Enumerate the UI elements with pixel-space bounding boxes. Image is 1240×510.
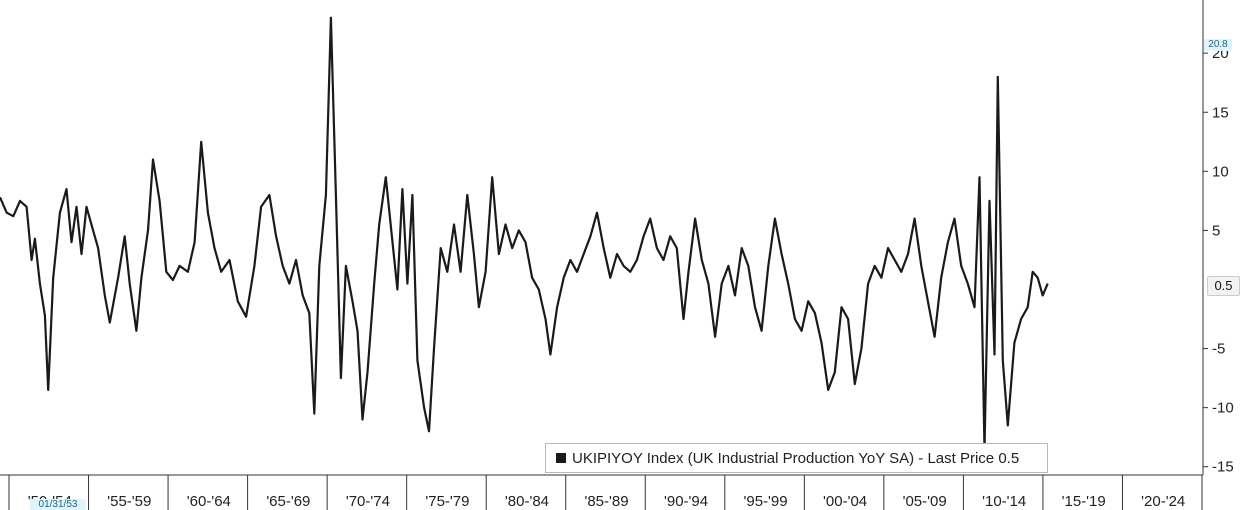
x-tick-label: '90-'94	[664, 493, 708, 510]
x-tick-label: '75-'79	[425, 493, 469, 510]
series-line	[0, 16, 1049, 451]
x-tick-label: '15-'19	[1062, 493, 1106, 510]
legend-label: UKIPIYOY Index (UK Industrial Production…	[572, 449, 1020, 467]
x-tick-label: '00-'04	[823, 493, 867, 510]
y-tick-label: -5	[1212, 341, 1225, 358]
y-tick-label: -10	[1212, 400, 1234, 417]
legend-swatch-icon	[556, 453, 566, 463]
x-tick-label: '65-'69	[266, 493, 310, 510]
y-tick-label: 15	[1212, 104, 1229, 121]
x-tick-label: '60-'64	[187, 493, 231, 510]
y-tick-label: 5	[1212, 222, 1220, 239]
plot-area	[0, 16, 1049, 451]
axes	[0, 0, 1204, 476]
x-tick-label: '80-'84	[505, 493, 549, 510]
y-tick-label: -15	[1212, 459, 1234, 476]
last-price-badge: 0.5	[1207, 276, 1240, 296]
x-tick-label: '85-'89	[584, 493, 628, 510]
start-date-badge: 01/31/53	[30, 499, 86, 510]
x-tick-label: '05-'09	[903, 493, 947, 510]
x-tick-label: '70-'74	[346, 493, 390, 510]
legend: UKIPIYOY Index (UK Industrial Production…	[545, 443, 1048, 473]
x-tick-label: '20-'24	[1141, 493, 1185, 510]
x-tick-label: '55-'59	[107, 493, 151, 510]
x-axis: '50-'54'55-'59'60-'64'65-'69'70-'74'75-'…	[8, 475, 1203, 510]
y-tick-label: 10	[1212, 163, 1229, 180]
x-tick-label: '95-'99	[744, 493, 788, 510]
max-value-badge: 20.8	[1204, 39, 1232, 51]
x-tick-label: '10-'14	[982, 493, 1026, 510]
